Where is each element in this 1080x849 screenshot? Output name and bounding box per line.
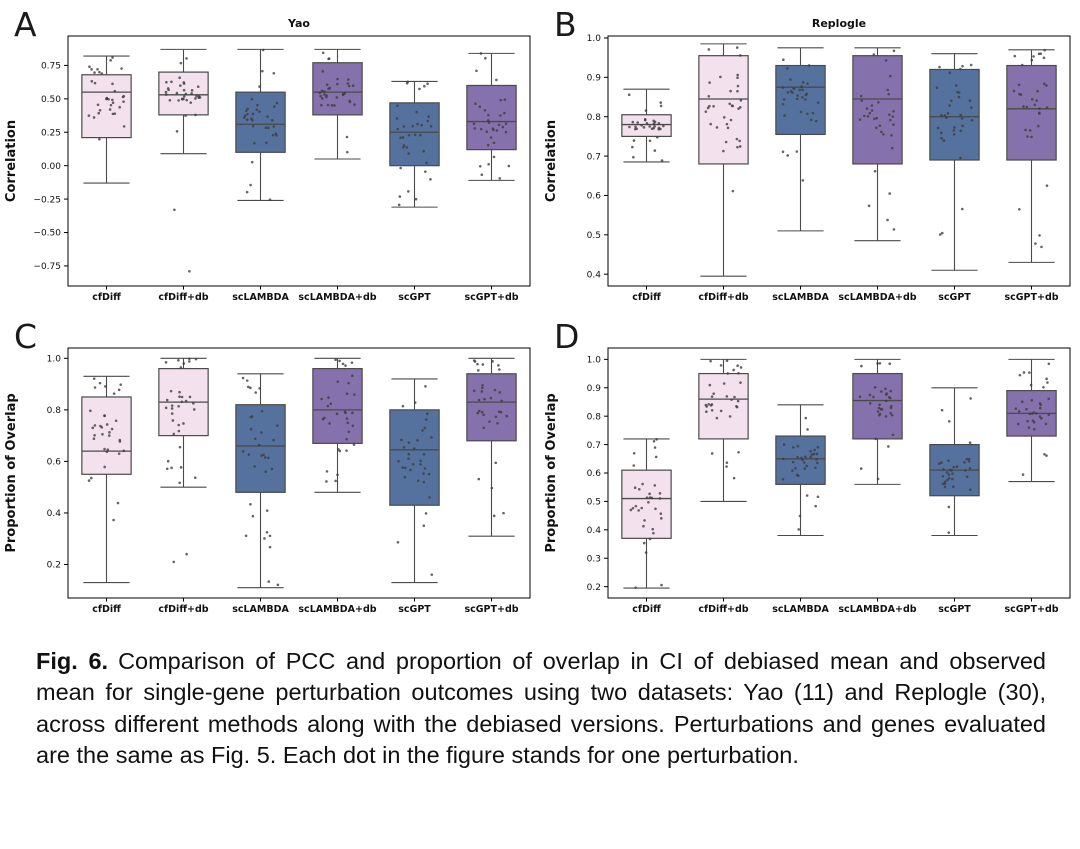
svg-text:0.25: 0.25 (41, 128, 61, 138)
svg-text:scGPT+db: scGPT+db (464, 292, 518, 303)
panel-c-letter: C (14, 317, 38, 356)
svg-text:0.7: 0.7 (587, 152, 601, 162)
svg-text:scLAMBDA+db: scLAMBDA+db (838, 292, 916, 303)
caption-text: Comparison of PCC and proportion of over… (36, 648, 1046, 768)
svg-text:Correlation: Correlation (544, 120, 559, 202)
boxplot-svg-replogle-overlap: Proportion of Overlap 1.0 0.9 0.8 0.7 0.6 0.5 0… (544, 347, 1071, 615)
svg-text:scGPT: scGPT (938, 604, 971, 615)
svg-text:scGPT+db: scGPT+db (1004, 292, 1058, 303)
svg-text:cfDiff: cfDiff (632, 604, 661, 615)
svg-text:0.50: 0.50 (41, 95, 61, 105)
figure-caption: Fig. 6. Comparison of PCC and proportion … (36, 646, 1046, 771)
svg-text:scLAMBDA+db: scLAMBDA+db (298, 604, 376, 615)
caption-label: Fig. 6. (36, 648, 109, 674)
svg-text:0.6: 0.6 (47, 458, 62, 468)
svg-text:scLAMBDA: scLAMBDA (232, 292, 289, 303)
svg-text:0.6: 0.6 (587, 192, 602, 202)
panel-b-letter: B (554, 5, 577, 44)
svg-text:0.9: 0.9 (587, 74, 602, 84)
svg-text:0.9: 0.9 (587, 384, 602, 394)
svg-text:1.0: 1.0 (587, 34, 602, 44)
svg-text:0.8: 0.8 (587, 113, 602, 123)
svg-text:1.0: 1.0 (587, 356, 602, 366)
panel-b: B Replogle Correlation 1.0 0.9 0.8 0.7 0.6 0.5 0… (540, 8, 1080, 314)
svg-text:Proportion of Overlap: Proportion of Overlap (544, 393, 559, 552)
svg-text:Yao: Yao (287, 17, 310, 30)
svg-text:scLAMBDA: scLAMBDA (232, 604, 289, 615)
svg-text:−0.75: −0.75 (33, 262, 61, 272)
svg-text:0.2: 0.2 (47, 561, 61, 571)
svg-text:0.5: 0.5 (587, 231, 601, 241)
svg-text:−0.25: −0.25 (33, 195, 61, 205)
panel-a-letter: A (14, 5, 37, 44)
svg-text:scLAMBDA+db: scLAMBDA+db (298, 292, 376, 303)
svg-text:cfDiff: cfDiff (632, 292, 661, 303)
svg-text:cfDiff+db: cfDiff+db (698, 292, 748, 303)
svg-text:scGPT+db: scGPT+db (1004, 604, 1058, 615)
svg-text:cfDiff: cfDiff (92, 604, 121, 615)
svg-text:cfDiff+db: cfDiff+db (158, 604, 208, 615)
svg-text:cfDiff: cfDiff (92, 292, 121, 303)
svg-text:scLAMBDA: scLAMBDA (772, 292, 829, 303)
svg-text:scGPT: scGPT (398, 604, 431, 615)
figure-grid: A Yao Correlation 0.75 0.50 0.25 0.00 −0.25 −0.… (0, 8, 1080, 626)
svg-text:Proportion of Overlap: Proportion of Overlap (4, 393, 19, 552)
svg-text:0.3: 0.3 (587, 554, 601, 564)
boxplot-svg-replogle-correlation: Replogle Correlation 1.0 0.9 0.8 0.7 0.6 0.5 0.4… (544, 17, 1071, 303)
svg-text:0.4: 0.4 (47, 509, 62, 519)
panel-d: D Proportion of Overlap 1.0 0.9 0.8 0.7 0.6 0.… (540, 320, 1080, 626)
svg-text:0.8: 0.8 (587, 412, 602, 422)
svg-text:0.2: 0.2 (587, 583, 601, 593)
svg-text:0.00: 0.00 (41, 162, 61, 172)
svg-text:0.6: 0.6 (587, 469, 602, 479)
svg-text:0.4: 0.4 (587, 270, 602, 280)
svg-text:scGPT: scGPT (398, 292, 431, 303)
svg-text:scGPT: scGPT (938, 292, 971, 303)
svg-text:cfDiff+db: cfDiff+db (698, 604, 748, 615)
svg-text:Replogle: Replogle (812, 17, 866, 30)
svg-text:0.8: 0.8 (47, 406, 62, 416)
svg-text:−0.50: −0.50 (33, 229, 61, 239)
svg-text:Correlation: Correlation (4, 120, 19, 202)
boxplot-svg-yao-correlation: Yao Correlation 0.75 0.50 0.25 0.00 −0.25 −0.50… (4, 17, 531, 303)
svg-text:0.4: 0.4 (587, 526, 602, 536)
svg-text:1.0: 1.0 (47, 355, 62, 365)
svg-text:0.75: 0.75 (41, 62, 61, 72)
panel-d-letter: D (554, 317, 580, 356)
svg-text:cfDiff+db: cfDiff+db (158, 292, 208, 303)
panel-c: C Proportion of Overlap 1.0 0.8 0.6 0.4 0.2 cf… (0, 320, 540, 626)
panel-a: A Yao Correlation 0.75 0.50 0.25 0.00 −0.25 −0.… (0, 8, 540, 314)
svg-text:scLAMBDA: scLAMBDA (772, 604, 829, 615)
svg-text:scLAMBDA+db: scLAMBDA+db (838, 604, 916, 615)
svg-text:scGPT+db: scGPT+db (464, 604, 518, 615)
boxplot-svg-yao-overlap: Proportion of Overlap 1.0 0.8 0.6 0.4 0.2 cfDi… (4, 347, 531, 615)
svg-text:0.5: 0.5 (587, 498, 601, 508)
svg-text:0.7: 0.7 (587, 441, 601, 451)
